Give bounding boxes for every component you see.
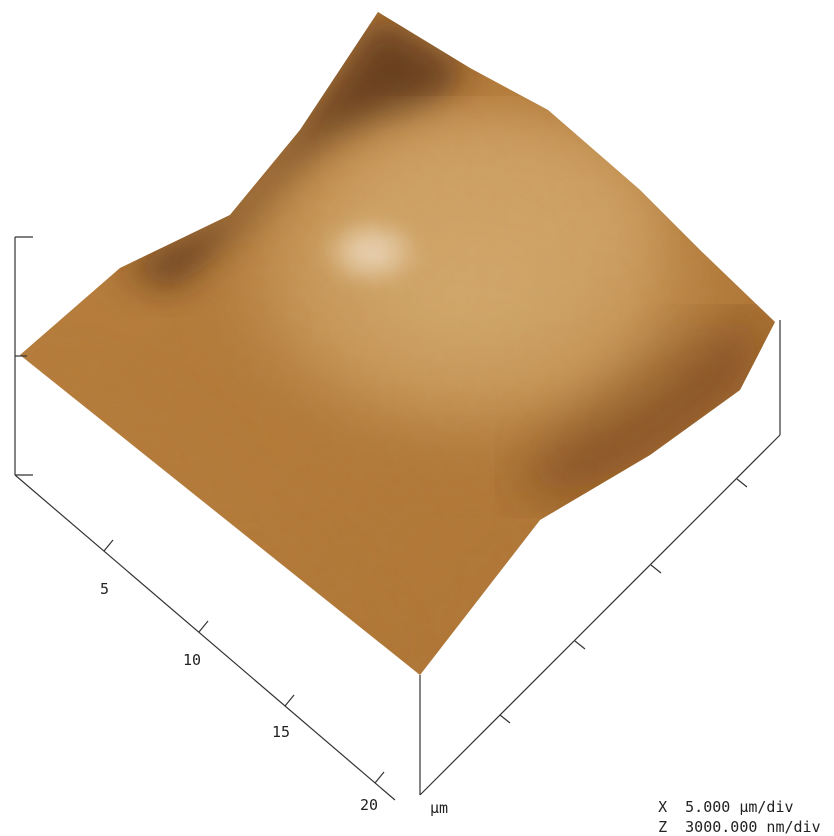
- y-axis: µm: [419, 320, 781, 817]
- x-scale-value: 5.000 µm/div: [685, 798, 794, 816]
- z-scale-bar: [14, 236, 33, 476]
- x-tick-15: 15: [272, 723, 290, 741]
- x-tick-20: 20: [360, 796, 378, 814]
- z-scale-value: 3000.000 nm/div: [685, 818, 821, 836]
- z-scale-readout: Z 3000.000 nm/div: [640, 800, 821, 836]
- z-scale-label: Z: [658, 818, 668, 836]
- x-tick-10: 10: [183, 651, 201, 669]
- x-tick-5: 5: [100, 580, 109, 598]
- x-axis: 5 10 15 20: [14, 474, 396, 814]
- x-scale-label: X: [658, 798, 668, 816]
- x-scale-readout: X 5.000 µm/div: [640, 780, 794, 816]
- unit-label: µm: [430, 799, 448, 817]
